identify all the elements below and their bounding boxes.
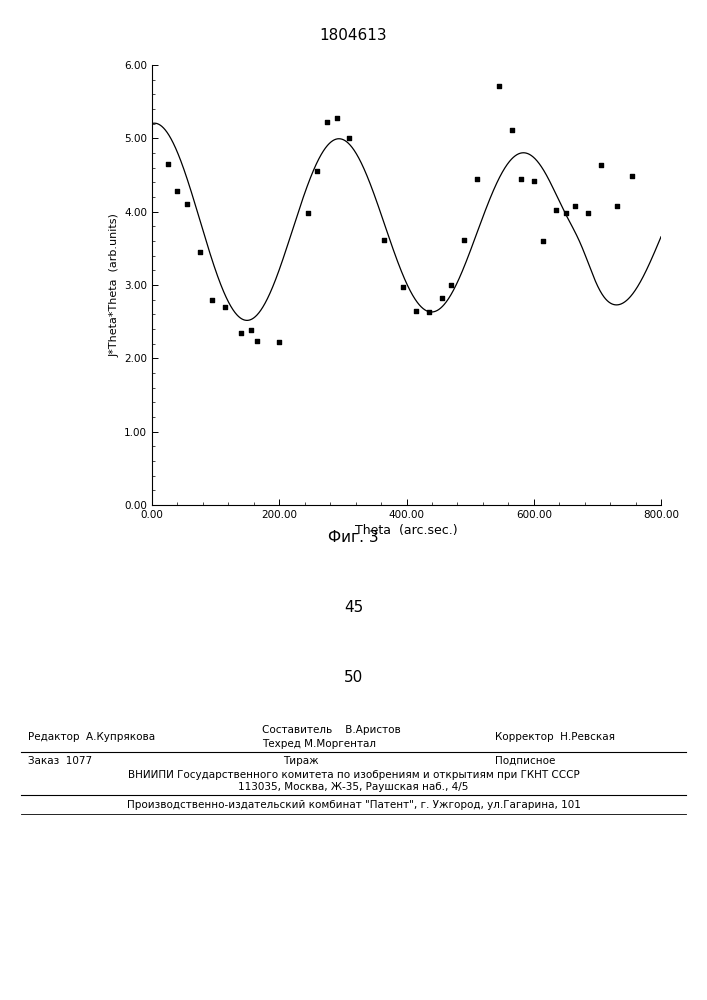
Point <box>423 304 434 320</box>
Text: Заказ  1077: Заказ 1077 <box>28 756 93 766</box>
Text: Фиг. 3: Фиг. 3 <box>328 530 379 545</box>
Text: 50: 50 <box>344 670 363 685</box>
Point <box>235 325 247 341</box>
Text: Производственно-издательский комбинат "Патент", г. Ужгород, ул.Гагарина, 101: Производственно-издательский комбинат "П… <box>127 800 580 810</box>
Point <box>515 171 527 187</box>
Point <box>219 299 230 315</box>
Point <box>410 303 421 319</box>
Point <box>194 244 205 260</box>
Y-axis label: J*Theta*Theta  (arb.units): J*Theta*Theta (arb.units) <box>110 213 120 357</box>
Point <box>162 156 174 172</box>
Point <box>274 334 285 350</box>
Point <box>611 198 622 214</box>
X-axis label: Theta  (arc.sec.): Theta (arc.sec.) <box>355 524 458 537</box>
Point <box>379 232 390 248</box>
Point <box>550 202 561 218</box>
Point <box>303 205 314 221</box>
Point <box>570 198 581 214</box>
Point <box>321 114 332 130</box>
Point <box>445 277 457 293</box>
Point <box>206 292 218 308</box>
Point <box>583 205 594 221</box>
Point <box>493 78 505 94</box>
Point <box>538 233 549 249</box>
Point <box>595 157 607 173</box>
Text: 113035, Москва, Ж-35, Раушская наб., 4/5: 113035, Москва, Ж-35, Раушская наб., 4/5 <box>238 782 469 792</box>
Point <box>172 183 183 199</box>
Point <box>506 122 518 138</box>
Text: Подписное: Подписное <box>495 756 555 766</box>
Point <box>528 173 539 189</box>
Text: Тираж: Тираж <box>283 756 318 766</box>
Point <box>312 163 323 179</box>
Text: Техред М.Моргентал: Техред М.Моргентал <box>262 739 375 749</box>
Point <box>252 333 263 349</box>
Point <box>471 171 482 187</box>
Point <box>560 205 571 221</box>
Point <box>245 322 256 338</box>
Text: 45: 45 <box>344 600 363 615</box>
Text: Редактор  А.Купрякова: Редактор А.Купрякова <box>28 732 156 742</box>
Text: Составитель    В.Аристов: Составитель В.Аристов <box>262 725 400 735</box>
Text: 1804613: 1804613 <box>320 28 387 43</box>
Point <box>458 232 469 248</box>
Point <box>181 196 192 212</box>
Point <box>331 110 342 126</box>
Point <box>436 290 448 306</box>
Text: ВНИИПИ Государственного комитета по изобрениям и открытиям при ГКНТ СССР: ВНИИПИ Государственного комитета по изоб… <box>128 770 579 780</box>
Point <box>397 279 409 295</box>
Point <box>344 130 355 146</box>
Point <box>626 168 638 184</box>
Text: Корректор  Н.Ревская: Корректор Н.Ревская <box>495 732 615 742</box>
